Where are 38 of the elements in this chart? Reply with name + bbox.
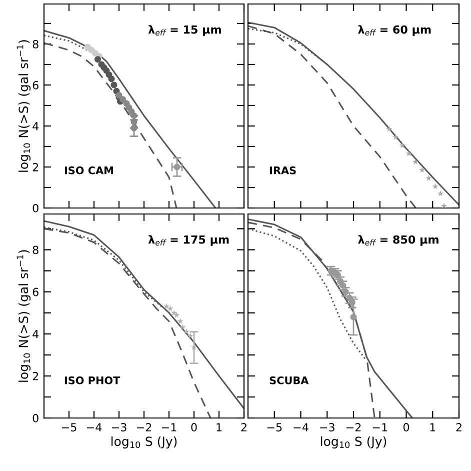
y-tick-label: 4 (32, 122, 39, 130)
y-axis-title: log$_{10}$ N(>S) (gal sr$^{−1}$) (16, 250, 31, 382)
x-tick-label: 1 (216, 423, 222, 432)
annotation: IRAS (270, 166, 296, 174)
annotation: λ$_{eff}$ = 175 μm (148, 235, 229, 246)
x-tick-label: 0 (191, 423, 197, 432)
annotation: ISO CAM (64, 166, 113, 174)
y-tick-label: 8 (32, 246, 38, 254)
y-tick-label: 0 (32, 414, 38, 422)
y-tick-label: 8 (32, 40, 38, 48)
x-tick-label: −2 (136, 423, 152, 432)
x-axis-title: log$_{10}$ S (Jy) (111, 436, 177, 448)
x-tick-label: 0 (403, 423, 410, 432)
x-tick-label: −4 (294, 423, 308, 432)
x-tick-label: 2 (456, 423, 462, 432)
x-axis-title: log$_{10}$ S (Jy) (320, 436, 386, 448)
x-tick-label: −5 (62, 423, 76, 432)
x-tick-label: −1 (372, 423, 388, 432)
x-tick-label: −3 (320, 423, 334, 432)
y-tick-label: 4 (32, 330, 39, 338)
x-tick-label: −4 (86, 423, 102, 432)
y-axis-title: log$_{10}$ N(>S) (gal sr$^{−1}$) (16, 40, 31, 172)
annotation: λ$_{eff}$ = 60 μm (358, 25, 431, 36)
x-tick-label: 1 (430, 423, 436, 432)
y-tick-label: 2 (32, 372, 38, 380)
y-tick-label: 0 (32, 204, 38, 212)
annotation: λ$_{eff}$ = 15 μm (148, 25, 221, 36)
y-tick-label: 6 (32, 80, 38, 90)
annotation: λ$_{eff}$ = 850 μm (358, 235, 438, 246)
x-tick-label: −3 (112, 423, 126, 432)
x-tick-label: −5 (267, 423, 282, 432)
annotation: SCUBA (270, 376, 309, 384)
y-tick-label: 2 (32, 162, 38, 172)
annotation: ISO PHOT (64, 376, 120, 384)
x-tick-label: −1 (162, 423, 176, 432)
x-tick-label: −2 (346, 423, 361, 432)
x-tick-label: 2 (241, 423, 246, 432)
y-tick-label: 6 (32, 288, 38, 296)
